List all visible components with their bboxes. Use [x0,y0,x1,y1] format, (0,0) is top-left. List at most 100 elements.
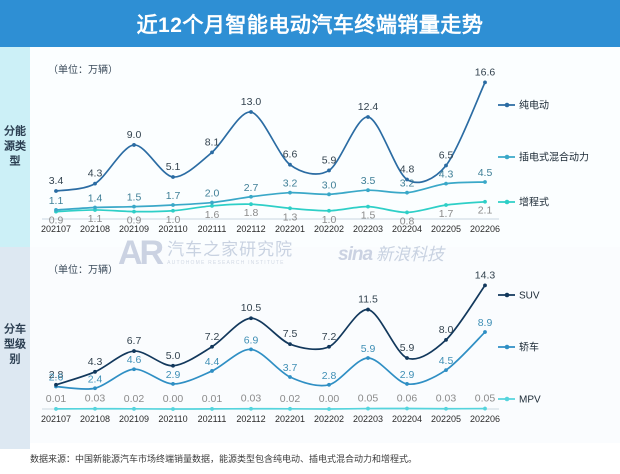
svg-text:0.05: 0.05 [475,393,496,405]
svg-text:0.01: 0.01 [202,393,223,405]
svg-text:7.5: 7.5 [283,328,298,340]
svg-text:7.2: 7.2 [205,331,220,343]
svg-text:0.03: 0.03 [241,393,262,405]
svg-text:202201: 202201 [275,414,305,424]
svg-text:3.4: 3.4 [49,175,64,187]
svg-text:202107: 202107 [41,414,71,424]
svg-text:5.9: 5.9 [361,343,376,355]
svg-text:1.7: 1.7 [166,190,181,202]
svg-text:1.8: 1.8 [244,207,259,219]
svg-text:0.05: 0.05 [358,393,379,405]
page-title: 近12个月智能电动汽车终端销量走势 [0,0,620,47]
svg-text:4.3: 4.3 [88,168,103,180]
sidebar-vehicle-class-label: 分车型级别 [0,323,30,368]
svg-text:1.6: 1.6 [205,209,220,221]
svg-text:202202: 202202 [314,414,344,424]
svg-text:8.0: 8.0 [439,324,454,336]
data-source-note: 数据来源：中国新能源汽车市场终端销量数据，能源类型包含纯电动、插电式混合动力和增… [30,452,417,465]
svg-text:6.6: 6.6 [283,149,298,161]
svg-text:0.01: 0.01 [46,393,67,405]
sidebar-energy-type: 分能源类型 [0,47,30,247]
svg-text:5.1: 5.1 [166,161,181,173]
svg-text:202203: 202203 [353,414,383,424]
svg-text:8.9: 8.9 [478,317,493,329]
svg-text:1.5: 1.5 [127,192,142,204]
footer-sidebar-stub [0,443,30,449]
svg-text:8.1: 8.1 [205,136,220,148]
svg-text:202205: 202205 [431,224,461,234]
svg-text:3.7: 3.7 [283,362,298,374]
svg-text:2.9: 2.9 [400,369,415,381]
svg-text:4.5: 4.5 [439,355,454,367]
svg-text:202109: 202109 [119,414,149,424]
svg-text:5.0: 5.0 [166,350,181,362]
svg-text:202202: 202202 [314,224,344,234]
svg-text:3.5: 3.5 [361,175,376,187]
svg-text:0.00: 0.00 [163,393,184,405]
svg-text:14.3: 14.3 [475,269,496,281]
footer: 数据来源：中国新能源汽车市场终端销量数据，能源类型包含纯电动、插电式混合动力和增… [0,443,620,474]
svg-text:202107: 202107 [41,224,71,234]
svg-text:2.8: 2.8 [322,370,337,382]
svg-text:0.03: 0.03 [85,393,106,405]
svg-text:4.6: 4.6 [127,354,142,366]
svg-text:3.0: 3.0 [322,179,337,191]
svg-text:4.8: 4.8 [400,164,415,176]
svg-text:6.7: 6.7 [127,335,142,347]
svg-text:4.3: 4.3 [439,169,454,181]
svg-text:0.03: 0.03 [436,393,457,405]
screenshot-root: 近12个月智能电动汽车终端销量走势 分能源类型 （单位：万辆） 3.44.39.… [0,0,620,474]
sidebar-energy-type-label: 分能源类型 [0,125,30,170]
svg-text:5.9: 5.9 [322,154,337,166]
svg-text:202206: 202206 [470,224,500,234]
plot-energy-type: （单位：万辆） 3.44.39.05.18.113.06.65.912.44.8… [30,47,620,247]
svg-text:9.0: 9.0 [127,129,142,141]
svg-text:202204: 202204 [392,224,422,234]
svg-text:202203: 202203 [353,224,383,234]
svg-text:轿车: 轿车 [519,341,539,354]
svg-text:0.02: 0.02 [124,393,145,405]
svg-text:2.7: 2.7 [244,182,259,194]
svg-text:12.4: 12.4 [358,101,379,113]
panel-vehicle-class: 分车型级别 （单位：万辆） 2.84.36.75.07.210.57.57.21… [0,247,620,443]
svg-text:202111: 202111 [198,414,227,424]
svg-text:2.4: 2.4 [88,373,103,385]
svg-text:3.2: 3.2 [283,178,298,190]
svg-text:10.5: 10.5 [241,302,262,314]
svg-text:2.9: 2.9 [166,369,181,381]
panel-energy-type: 分能源类型 （单位：万辆） 3.44.39.05.18.113.06.65.91… [0,47,620,247]
plot-vehicle-class: （单位：万辆） 2.84.36.75.07.210.57.57.211.55.9… [30,247,620,443]
svg-text:16.6: 16.6 [475,66,496,78]
svg-text:4.3: 4.3 [88,356,103,368]
svg-text:0.06: 0.06 [397,392,418,404]
svg-text:0.00: 0.00 [319,393,340,405]
svg-text:4.4: 4.4 [205,356,220,368]
header-bar: 近12个月智能电动汽车终端销量走势 [0,0,620,47]
svg-text:202201: 202201 [275,224,305,234]
energy-type-chart: 3.44.39.05.18.113.06.65.912.44.86.516.61… [30,47,620,247]
svg-text:SUV: SUV [519,291,540,302]
svg-text:1.4: 1.4 [88,192,103,204]
svg-text:1.7: 1.7 [439,208,454,220]
svg-text:202110: 202110 [158,224,187,234]
svg-text:202110: 202110 [158,414,187,424]
svg-text:MPV: MPV [519,395,541,406]
svg-text:2.0: 2.0 [205,188,220,200]
svg-text:202111: 202111 [198,224,227,234]
svg-text:202108: 202108 [80,224,110,234]
svg-text:202112: 202112 [236,414,265,424]
sidebar-vehicle-class: 分车型级别 [0,247,30,443]
svg-text:0.02: 0.02 [280,393,301,405]
svg-text:插电式混合动力: 插电式混合动力 [519,151,589,164]
svg-text:6.9: 6.9 [244,334,259,346]
svg-text:增程式: 增程式 [519,196,549,209]
svg-text:5.9: 5.9 [400,342,415,354]
svg-text:202108: 202108 [80,414,110,424]
svg-text:202205: 202205 [431,414,461,424]
svg-text:纯电动: 纯电动 [519,99,549,112]
svg-text:2.1: 2.1 [478,205,493,217]
svg-text:2.6: 2.6 [49,372,64,384]
svg-text:202206: 202206 [470,414,500,424]
svg-text:7.2: 7.2 [322,331,337,343]
svg-text:6.5: 6.5 [439,150,454,162]
